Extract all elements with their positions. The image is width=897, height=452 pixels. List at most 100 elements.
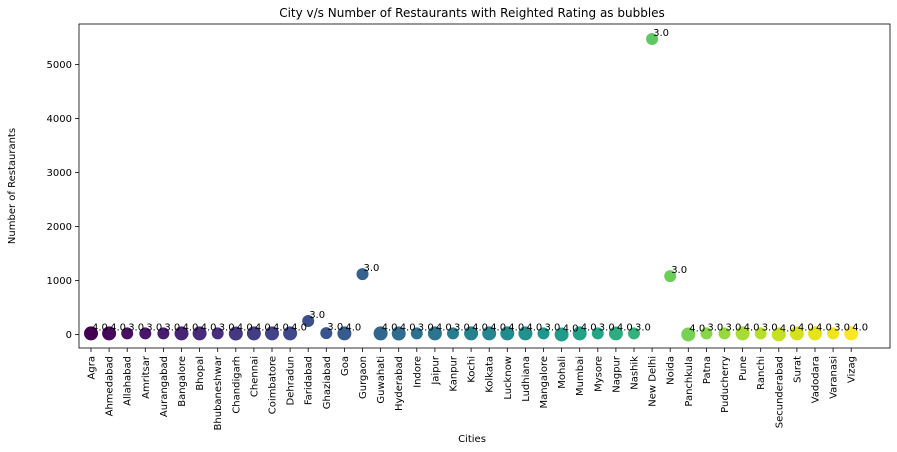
x-tick-label: Surat bbox=[792, 356, 803, 383]
data-label: 4.0 bbox=[526, 322, 542, 333]
data-label: 4.0 bbox=[798, 322, 814, 333]
x-tick-label: Kanpur bbox=[449, 355, 460, 392]
data-label: 4.0 bbox=[780, 323, 796, 334]
data-point bbox=[391, 326, 406, 341]
x-tick-label: Bhopal bbox=[195, 356, 206, 391]
x-tick-label: Hyderabad bbox=[394, 356, 405, 411]
data-point bbox=[591, 327, 604, 340]
x-tick-label: Chennai bbox=[249, 356, 260, 397]
x-tick-label: Jaipur bbox=[430, 355, 441, 386]
data-label: 4.0 bbox=[201, 322, 217, 333]
data-label: 3.0 bbox=[545, 322, 561, 333]
data-point bbox=[554, 327, 569, 342]
x-tick-label: Allahabad bbox=[123, 356, 134, 406]
data-label: 3.0 bbox=[219, 322, 235, 333]
x-tick-label: Nashik bbox=[630, 356, 641, 390]
data-point bbox=[302, 314, 315, 327]
data-point bbox=[246, 326, 261, 341]
y-tick-label: 3000 bbox=[47, 168, 72, 179]
x-tick-label: Kolkata bbox=[485, 356, 496, 393]
data-labels: 4.0 4.0 3.0 3.0 3.0 4.0 4.0 3.0 4.0 4.0 4.0 4.03.03… bbox=[92, 28, 868, 334]
y-tick-label: 2000 bbox=[47, 222, 72, 233]
data-point bbox=[121, 327, 134, 340]
data-point bbox=[139, 327, 152, 340]
data-point bbox=[211, 327, 224, 340]
data-point bbox=[102, 326, 117, 341]
data-label: 3.0 bbox=[599, 322, 615, 333]
data-label: 3.0 bbox=[653, 28, 669, 39]
data-point bbox=[228, 326, 243, 341]
x-tick-label: Vadodara bbox=[811, 356, 822, 403]
chart-title: City v/s Number of Restaurants with Reig… bbox=[279, 6, 665, 20]
data-label: 4.0 bbox=[689, 323, 705, 334]
data-points bbox=[84, 32, 859, 342]
plot-frame bbox=[78, 23, 891, 349]
x-tick-label: Mumbai bbox=[575, 356, 586, 396]
x-tick-label: Panchkula bbox=[684, 356, 695, 407]
x-tick-label: Faridabad bbox=[304, 356, 315, 405]
data-point bbox=[628, 327, 640, 340]
data-label: 4.0 bbox=[255, 322, 271, 333]
data-point bbox=[681, 327, 696, 342]
data-label: 4.0 bbox=[852, 322, 868, 333]
x-tick-label: Patna bbox=[702, 356, 713, 384]
x-tick-label: Varanasi bbox=[829, 356, 840, 399]
data-point bbox=[700, 327, 713, 340]
y-tick-label: 0 bbox=[66, 330, 72, 341]
x-tick-label: Vizag bbox=[847, 356, 858, 383]
data-point bbox=[373, 326, 388, 341]
x-tick-label: Secunderabad bbox=[774, 356, 785, 428]
data-label: 4.0 bbox=[472, 322, 488, 333]
data-point bbox=[735, 326, 750, 341]
data-point bbox=[337, 326, 352, 341]
x-tick-label: Mangalore bbox=[539, 356, 550, 409]
x-tick-label: Amritsar bbox=[141, 355, 152, 399]
data-label: 4.0 bbox=[581, 322, 597, 333]
data-label: 3.0 bbox=[707, 322, 723, 333]
data-label: 4.0 bbox=[291, 322, 307, 333]
x-axis-label: Cities bbox=[458, 434, 486, 445]
data-point bbox=[410, 327, 423, 340]
data-label: 4.0 bbox=[237, 323, 253, 334]
x-tick-label: Chandigarh bbox=[231, 356, 242, 414]
data-label: 4.0 bbox=[508, 322, 524, 333]
x-tick-label: Puducherry bbox=[720, 356, 731, 413]
data-point bbox=[157, 327, 170, 340]
data-point bbox=[827, 327, 840, 340]
data-label: 3.0 bbox=[834, 322, 850, 333]
data-label: 4.0 bbox=[744, 322, 760, 333]
data-point bbox=[427, 326, 442, 341]
x-tick-label: Indore bbox=[412, 356, 423, 388]
x-tick-label: Pune bbox=[738, 356, 749, 381]
data-label: 3.0 bbox=[726, 322, 742, 333]
data-point bbox=[320, 327, 333, 340]
data-label: 3.0 bbox=[128, 322, 144, 333]
x-tick-label: Coimbatore bbox=[268, 356, 279, 414]
x-tick-label: Agra bbox=[87, 356, 98, 379]
x-tick-label: New Delhi bbox=[648, 356, 659, 407]
data-point bbox=[572, 326, 587, 341]
data-label: 3.0 bbox=[164, 322, 180, 333]
data-label: 4.0 bbox=[563, 323, 579, 334]
y-tick-label: 4000 bbox=[47, 114, 72, 125]
x-tick-label: Goa bbox=[340, 356, 351, 376]
data-label: 3.0 bbox=[454, 322, 470, 333]
data-label: 3.0 bbox=[671, 265, 687, 276]
data-label: 3.0 bbox=[146, 322, 162, 333]
x-tick-label: Guwahati bbox=[376, 356, 387, 404]
x-tick-label: Dehradun bbox=[286, 356, 297, 405]
data-point bbox=[464, 326, 479, 341]
data-point bbox=[537, 327, 550, 340]
data-point bbox=[447, 327, 459, 340]
y-tick-label: 5000 bbox=[47, 60, 72, 71]
data-label: 3.0 bbox=[635, 322, 651, 333]
x-tick-label: Ranchi bbox=[756, 356, 767, 390]
x-tick-label: Ahmedabad bbox=[105, 356, 116, 416]
x-tick-label: Bangalore bbox=[177, 356, 188, 407]
x-tick-label: Gurgaon bbox=[358, 356, 369, 399]
data-point bbox=[192, 326, 207, 341]
data-label: 4.0 bbox=[617, 322, 633, 333]
data-point bbox=[84, 326, 98, 341]
data-label: 3.0 bbox=[364, 263, 380, 274]
data-label: 3.0 bbox=[418, 322, 434, 333]
